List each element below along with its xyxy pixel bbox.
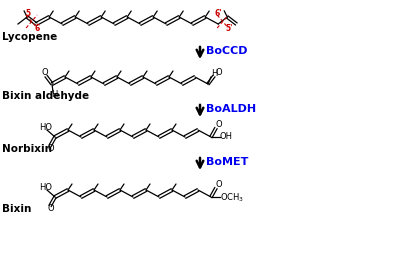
Text: 5: 5 <box>25 9 30 18</box>
Text: Lycopene: Lycopene <box>2 32 57 42</box>
Text: O: O <box>216 180 223 189</box>
Text: O: O <box>47 204 54 213</box>
Text: OCH$_3$: OCH$_3$ <box>220 191 244 203</box>
Text: OH: OH <box>220 132 233 141</box>
Text: HO: HO <box>39 123 52 132</box>
Text: Norbixin: Norbixin <box>2 144 52 154</box>
Text: BoCCD: BoCCD <box>206 46 248 56</box>
Text: 6: 6 <box>34 24 40 33</box>
Text: BoALDH: BoALDH <box>206 104 256 114</box>
Text: O: O <box>216 120 223 129</box>
Text: Bixin aldehyde: Bixin aldehyde <box>2 91 89 101</box>
Text: H: H <box>51 90 57 99</box>
Text: Bixin: Bixin <box>2 204 31 214</box>
Text: O: O <box>47 144 54 153</box>
Text: O: O <box>215 68 222 77</box>
Text: O: O <box>41 68 48 77</box>
Text: HO: HO <box>39 183 52 192</box>
Text: 6': 6' <box>214 9 222 18</box>
Text: BoMET: BoMET <box>206 157 248 167</box>
Text: H: H <box>211 69 217 78</box>
Text: 5': 5' <box>225 24 233 33</box>
